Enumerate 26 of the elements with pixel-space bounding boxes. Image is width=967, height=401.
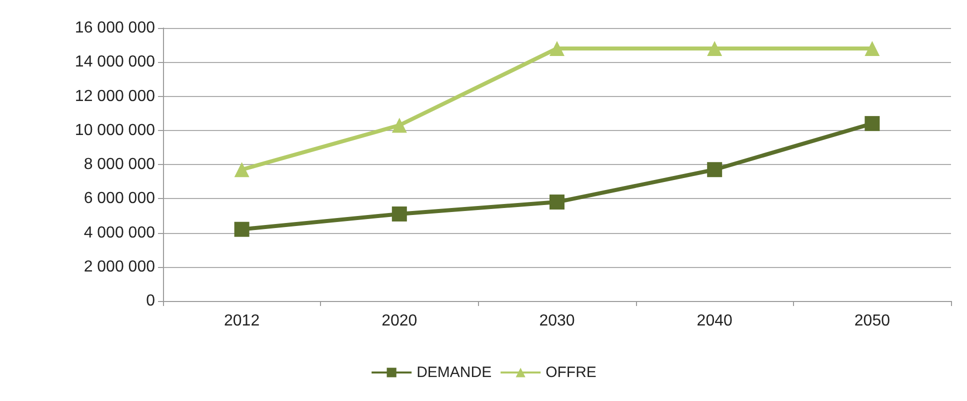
x-tick-label: 2012	[224, 312, 260, 330]
y-tick-label: 8 000 000	[84, 156, 156, 173]
point	[707, 162, 722, 178]
x-tick-label: 2020	[382, 312, 418, 330]
legend-label: OFFRE	[546, 364, 596, 381]
point	[392, 118, 407, 133]
y-tick-label: 10 000 000	[74, 122, 156, 139]
legend-label: DEMANDE	[416, 364, 492, 381]
point	[550, 194, 564, 210]
point	[234, 222, 250, 237]
y-tick-label: 4 000 000	[84, 224, 156, 242]
point	[864, 116, 880, 132]
y-tick-label: 0	[146, 292, 156, 310]
point	[234, 162, 250, 178]
y-tick-label: 6 000 000	[84, 190, 156, 208]
x-tick-label: 2050	[854, 312, 890, 330]
point	[550, 40, 564, 56]
x-tick-label: 2030	[539, 312, 575, 330]
y-tick-label: 16 000 000	[74, 20, 156, 36]
y-tick-label: 14 000 000	[74, 54, 156, 71]
x-tick-label: 2040	[696, 312, 732, 330]
point	[864, 40, 880, 56]
y-tick-label: 2 000 000	[84, 258, 156, 276]
point	[707, 40, 722, 56]
point	[392, 206, 407, 222]
y-tick-label: 12 000 000	[74, 88, 156, 105]
